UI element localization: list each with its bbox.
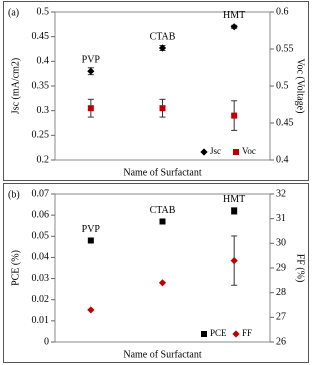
x-axis-title: Name of Surfactant	[123, 349, 202, 360]
point	[230, 23, 238, 31]
y2-tick-label: 28	[276, 287, 286, 298]
category-label: HMT	[223, 194, 245, 205]
y-tick-label: 0.2	[37, 154, 50, 165]
y2-tick-label: 31	[276, 213, 286, 224]
y2-tick-label: 32	[276, 188, 286, 199]
y-tick-label: 0.01	[32, 315, 50, 326]
y2-tick-label: 30	[276, 238, 286, 249]
y2-tick-label: 27	[276, 312, 286, 323]
point	[158, 44, 167, 52]
y-axis-title: PCE (%)	[10, 250, 21, 286]
y-tick-label: 0.07	[32, 188, 50, 199]
y2-tick-label: 0.55	[276, 43, 294, 54]
y-tick-label: 0.05	[32, 231, 50, 242]
y-axis-title: Jsc (mA/cm2)	[10, 58, 21, 114]
panel-frame	[3, 1, 309, 181]
point	[158, 279, 167, 287]
point	[87, 67, 95, 75]
category-label: CTAB	[150, 31, 176, 42]
y-tick-label: 0	[44, 336, 49, 347]
point	[230, 257, 238, 265]
x-axis-title: Name of Surfactant	[123, 167, 202, 178]
point	[231, 207, 238, 214]
point	[87, 306, 95, 314]
y-tick-label: 0.06	[32, 209, 50, 220]
y2-tick-label: 0.45	[276, 117, 294, 128]
category-label: PVP	[82, 54, 101, 65]
y-tick-label: 0.04	[32, 252, 50, 263]
figure: 0.2 0.25 0.3 0.35 0.4 0.45 0.5 0.4 0.45 0.5 0.55 0.…	[3, 1, 309, 363]
legend-marker	[232, 330, 240, 338]
legend-label: FF	[242, 328, 252, 338]
panel-label: (a)	[8, 7, 19, 18]
y2-tick-label: 26	[276, 336, 286, 347]
point	[87, 237, 94, 244]
y-tick-label: 0.3	[37, 105, 50, 116]
y-tick-label: 0.03	[32, 273, 50, 284]
category-label: HMT	[223, 10, 245, 21]
y2-axis-title: FF (%)	[295, 254, 306, 283]
y-tick-label: 0.45	[32, 31, 50, 42]
y2-axis-title: Voc (Voltage)	[295, 59, 306, 114]
legend-marker	[233, 149, 239, 155]
y2-tick-label: 0.5	[276, 80, 289, 91]
y-tick-label: 0.4	[37, 56, 50, 67]
point	[159, 105, 166, 112]
point	[231, 112, 238, 119]
panel-label: (b)	[8, 189, 20, 200]
legend-label: Voc	[242, 146, 256, 156]
y-tick-label: 0.5	[37, 6, 50, 17]
legend-marker	[200, 148, 208, 156]
category-label: PVP	[82, 224, 101, 235]
legend-marker	[201, 331, 207, 337]
point	[159, 218, 166, 225]
y-tick-label: 0.35	[32, 80, 50, 91]
plot-frame	[54, 193, 271, 343]
legend-label: Jsc	[210, 146, 221, 156]
y2-tick-label: 0.6	[276, 6, 289, 17]
legend-label: PCE	[210, 328, 227, 338]
y2-tick-label: 0.4	[276, 154, 289, 165]
y-tick-label: 0.02	[32, 294, 50, 305]
y-tick-label: 0.25	[32, 130, 50, 141]
panel-frame	[3, 183, 309, 363]
point	[87, 105, 94, 112]
y2-tick-label: 29	[276, 262, 286, 273]
category-label: CTAB	[150, 205, 176, 216]
